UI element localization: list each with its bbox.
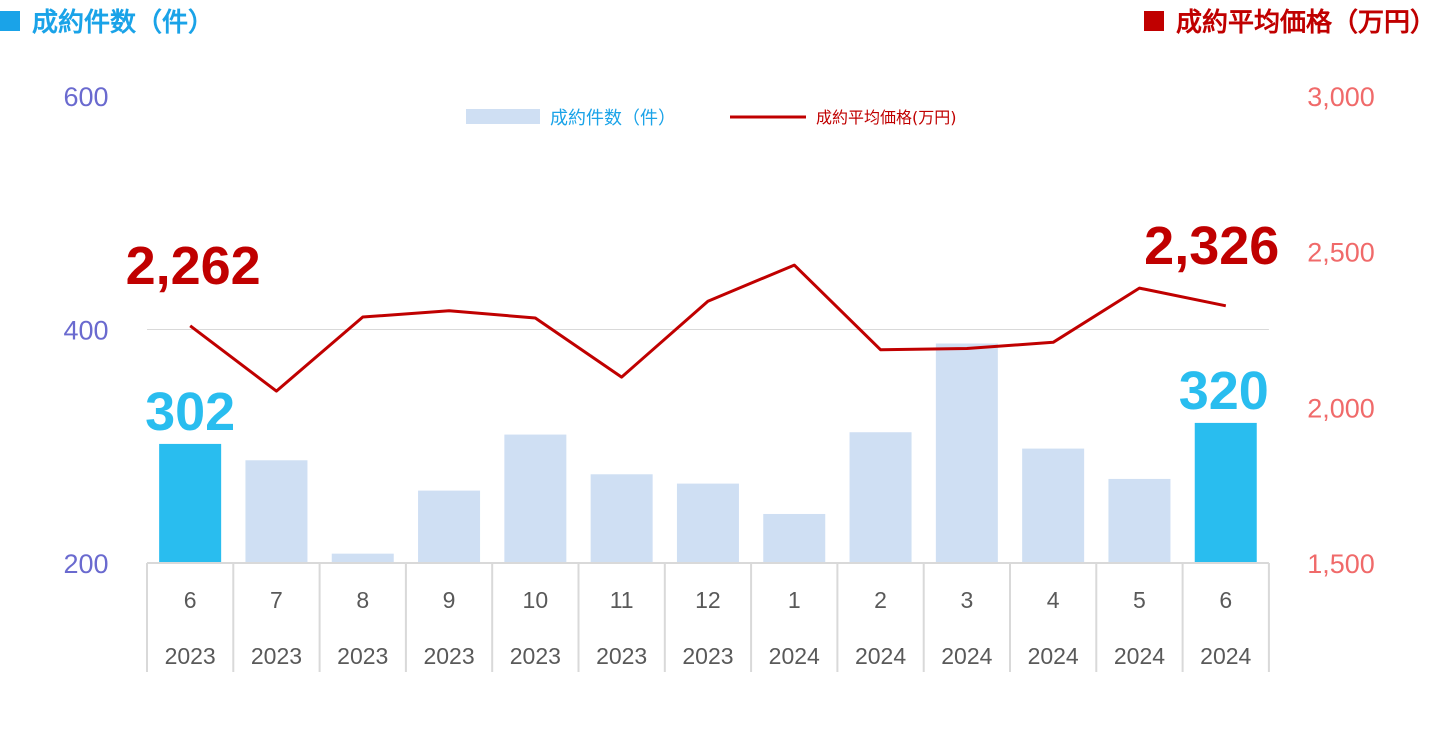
bar-8 xyxy=(849,432,912,563)
tick-label-year: 2023 xyxy=(510,643,561,669)
square-marker-icon xyxy=(0,10,20,31)
tick-label-year: 2023 xyxy=(251,643,302,669)
tick-label-month: 6 xyxy=(1219,587,1232,613)
left-axis: 200 400 600 xyxy=(63,82,108,579)
right-tick-label: 1,500 xyxy=(1307,549,1375,579)
bar-1 xyxy=(245,460,308,563)
tick-label-month: 1 xyxy=(788,587,801,613)
left-axis-title-text: 成約件数（件） xyxy=(32,8,215,38)
tick-label-year: 2024 xyxy=(941,643,992,669)
legend-bar-label: 成約件数（件） xyxy=(550,108,676,129)
right-tick-label: 3,000 xyxy=(1307,82,1375,112)
right-tick-label: 2,000 xyxy=(1307,393,1375,423)
right-tick-label: 2,500 xyxy=(1307,238,1375,268)
bar-3 xyxy=(418,490,481,563)
line-path xyxy=(189,263,1227,393)
tick-label-year: 2024 xyxy=(1200,643,1251,669)
tick-label-month: 2 xyxy=(874,587,887,613)
right-axis-title: 成約平均価格（万円） xyxy=(1143,2,1436,39)
bar-9 xyxy=(935,343,998,563)
left-tick-label: 600 xyxy=(63,82,108,112)
bar-2 xyxy=(331,553,394,563)
tick-label-year: 2023 xyxy=(596,643,647,669)
tick-label-year: 2023 xyxy=(682,643,733,669)
callout-line-0: 2,262 xyxy=(126,236,261,296)
legend-bar-swatch xyxy=(466,109,540,124)
tick-label-year: 2023 xyxy=(165,643,216,669)
legend: 成約件数（件） 成約平均価格(万円) xyxy=(466,108,957,129)
bar-7 xyxy=(763,513,826,563)
tick-label-month: 6 xyxy=(184,587,197,613)
category-table: 6202372023820239202310202311202312202312… xyxy=(146,562,1270,672)
bar-10 xyxy=(1022,448,1085,563)
legend-line-label: 成約平均価格(万円) xyxy=(816,108,957,127)
tick-label-month: 8 xyxy=(356,587,369,613)
right-axis-title-text: 成約平均価格（万円） xyxy=(1175,8,1436,38)
tick-label-month: 5 xyxy=(1133,587,1146,613)
tick-label-month: 3 xyxy=(960,587,973,613)
left-tick-label: 400 xyxy=(63,316,108,346)
tick-label-month: 9 xyxy=(443,587,456,613)
tick-label-year: 2023 xyxy=(337,643,388,669)
tick-label-month: 10 xyxy=(523,587,549,613)
bar-5 xyxy=(590,474,653,563)
left-axis-title: 成約件数（件） xyxy=(0,2,214,39)
callouts: 2,262 2,326 302 320 xyxy=(126,216,1280,442)
tick-label-year: 2024 xyxy=(1114,643,1165,669)
line-series xyxy=(189,263,1227,393)
tick-label-year: 2023 xyxy=(423,643,474,669)
tick-label-year: 2024 xyxy=(769,643,820,669)
bar-11 xyxy=(1108,478,1171,563)
bar-0 xyxy=(159,443,222,563)
tick-label-year: 2024 xyxy=(855,643,906,669)
callout-bar-12: 320 xyxy=(1179,361,1269,421)
callout-line-12: 2,326 xyxy=(1144,216,1279,276)
right-axis: 1,500 2,000 2,500 3,000 xyxy=(1307,82,1375,579)
square-marker-icon xyxy=(1143,10,1164,31)
tick-label-year: 2024 xyxy=(1028,643,1079,669)
tick-label-month: 12 xyxy=(695,587,721,613)
tick-label-month: 11 xyxy=(610,587,634,613)
bar-series xyxy=(159,343,1257,563)
tick-label-month: 4 xyxy=(1047,587,1060,613)
callout-bar-0: 302 xyxy=(145,382,235,442)
bar-6 xyxy=(676,483,739,563)
bar-12 xyxy=(1194,422,1257,563)
tick-label-month: 7 xyxy=(270,587,283,613)
bar-4 xyxy=(504,434,567,563)
left-tick-label: 200 xyxy=(63,549,108,579)
